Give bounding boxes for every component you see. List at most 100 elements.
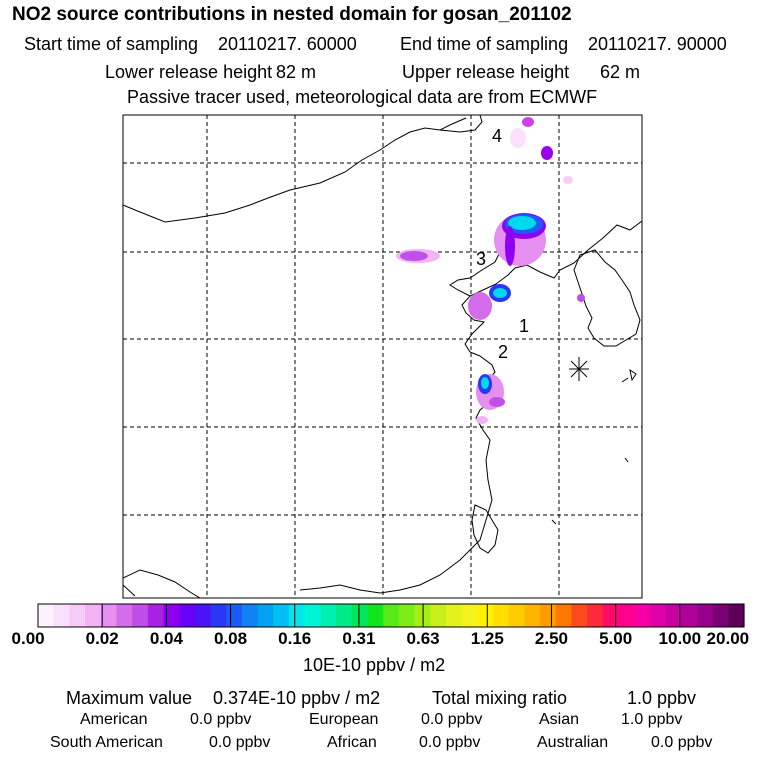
- start-time-value: 20110217. 60000: [218, 34, 357, 54]
- source-value: 0.0 ppbv: [209, 734, 271, 751]
- colorbar-swatch: [540, 604, 557, 627]
- colorbar-tick-label: 2.50: [534, 629, 568, 648]
- colorbar-tick-label: 0.04: [149, 629, 183, 648]
- plume-shandong-halo: [468, 292, 492, 320]
- coastlines: [123, 115, 642, 598]
- lower-release-label: Lower release height: [105, 62, 273, 82]
- colorbar-swatch: [69, 604, 86, 627]
- colorbar-swatch: [289, 604, 306, 627]
- colorbar-tick-label: 10.00: [658, 629, 702, 648]
- colorbar-swatch: [351, 604, 369, 627]
- colorbar-swatch: [179, 604, 196, 627]
- island-4: [551, 519, 557, 525]
- plume-korea: [577, 294, 585, 302]
- lower-release-value: 82 m: [276, 62, 317, 82]
- source-value: 0.0 ppbv: [651, 734, 713, 751]
- plume-bohai-tail: [505, 226, 515, 266]
- colorbar-swatch: [430, 604, 447, 627]
- colorbar-swatch: [116, 604, 133, 627]
- start-time-label: Start time of sampling: [24, 34, 199, 54]
- colorbar-swatch: [163, 604, 180, 627]
- colorbar-tick-label: 0.16: [278, 629, 312, 648]
- colorbar-swatch: [194, 604, 212, 627]
- plume-north-a: [522, 117, 534, 127]
- source-name: Australian: [537, 734, 609, 751]
- colorbar-swatch: [555, 604, 573, 627]
- colorbar-tick-label: 1.25: [470, 629, 504, 648]
- concentration-plumes: [396, 117, 585, 424]
- colorbar-swatch: [649, 604, 667, 627]
- source-value: 0.0 ppbv: [419, 734, 481, 751]
- colorbar-tick-label: 0.63: [406, 629, 440, 648]
- colorbar-swatch: [273, 604, 290, 627]
- colorbar: [37, 603, 745, 628]
- source-value: 0.0 ppbv: [421, 711, 483, 728]
- border-southwest: [123, 584, 136, 597]
- upper-release-value: 62 m: [600, 62, 641, 82]
- max-value-label: Maximum value: [66, 688, 193, 708]
- colorbar-swatch: [398, 604, 416, 627]
- colorbar-swatch: [147, 604, 165, 627]
- source-name: European: [309, 711, 379, 728]
- colorbar-swatch: [571, 604, 588, 627]
- plume-north-d: [563, 176, 573, 184]
- plume-shandong-core: [493, 288, 507, 298]
- colorbar-swatch: [304, 604, 321, 627]
- tracer-note: Passive tracer used, meteorological data…: [127, 87, 598, 107]
- colorbar-swatch: [53, 604, 70, 627]
- border-segment: [439, 117, 467, 131]
- colorbar-swatch: [445, 604, 463, 627]
- plume-south: [476, 416, 488, 424]
- colorbar-swatch: [696, 604, 714, 627]
- plume-shanghai-core: [481, 377, 489, 389]
- colorbar-swatch: [587, 604, 604, 627]
- colorbar-swatch: [383, 604, 400, 627]
- region-label-3: 3: [476, 249, 487, 269]
- colorbar-swatch: [367, 604, 384, 627]
- colorbar-swatch: [477, 604, 494, 627]
- colorbar-tick-label: 0.00: [11, 629, 45, 648]
- plume-bohai-core: [508, 216, 536, 230]
- island-2: [624, 457, 629, 463]
- plume-west-core: [400, 251, 428, 261]
- grid-lines: [123, 115, 642, 598]
- colorbar-swatch: [226, 604, 243, 627]
- upper-release-label: Upper release height: [402, 62, 570, 82]
- colorbar-tick-label: 20.00: [706, 629, 750, 648]
- colorbar-swatch: [665, 604, 682, 627]
- map-panel: [122, 114, 643, 599]
- total-mixing-value: 1.0 ppbv: [627, 688, 697, 708]
- colorbar-swatch: [681, 604, 698, 627]
- colorbar-swatch: [336, 604, 353, 627]
- colorbar-swatch: [461, 604, 478, 627]
- region-label-2: 2: [498, 342, 509, 362]
- colorbar-swatch: [492, 604, 510, 627]
- max-value: 0.374E-10 ppbv / m2: [213, 688, 381, 708]
- colorbar-swatch: [320, 604, 337, 627]
- colorbar-unit: 10E-10 ppbv / m2: [303, 655, 446, 675]
- colorbar-swatch: [602, 604, 620, 627]
- colorbar-swatch: [38, 604, 55, 627]
- plume-north-b: [510, 128, 526, 148]
- mongolia-border: [123, 115, 483, 223]
- island-3: [621, 377, 629, 383]
- colorbar-swatch: [634, 604, 651, 627]
- colorbar-tick-label: 5.00: [599, 629, 633, 648]
- colorbar-tick-label: 0.31: [342, 629, 376, 648]
- island-1: [629, 368, 637, 382]
- colorbar-swatch: [132, 604, 149, 627]
- colorbar-swatch: [508, 604, 525, 627]
- end-time-value: 20110217. 90000: [588, 34, 727, 54]
- end-time-label: End time of sampling: [400, 34, 569, 54]
- figure-title: NO2 source contributions in nested domai…: [12, 4, 572, 25]
- colorbar-swatch: [524, 604, 541, 627]
- source-value: 1.0 ppbv: [621, 711, 683, 728]
- source-name: African: [327, 734, 377, 751]
- border-south: [123, 569, 201, 598]
- total-mixing-label: Total mixing ratio: [432, 688, 568, 708]
- source-name: South American: [50, 734, 163, 751]
- colorbar-tick-label: 0.02: [85, 629, 119, 648]
- colorbar-swatch: [257, 604, 274, 627]
- china-coastline: [299, 220, 642, 594]
